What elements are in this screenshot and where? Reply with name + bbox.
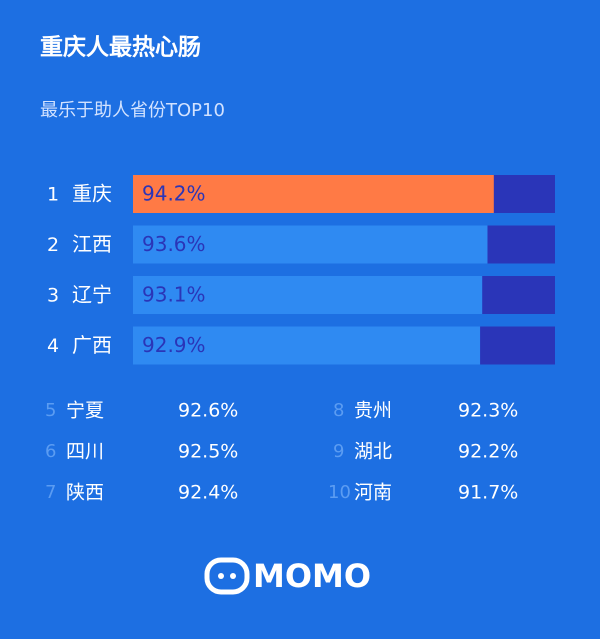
list-name: 四川 — [66, 441, 104, 463]
logo-eye — [218, 573, 224, 579]
rank: 4 — [47, 335, 59, 357]
bar — [133, 175, 494, 213]
value-label: 93.1% — [142, 283, 206, 307]
bar — [133, 276, 483, 314]
category-label: 广西 — [72, 333, 112, 357]
list-value: 91.7% — [458, 482, 518, 504]
category-label: 辽宁 — [72, 283, 112, 307]
list-value: 92.3% — [458, 400, 518, 422]
list-name: 陕西 — [66, 482, 104, 504]
category-label: 江西 — [72, 232, 112, 256]
subtitle: 最乐于助人省份TOP10 — [40, 100, 225, 121]
list-rank: 7 — [45, 482, 56, 503]
logo-eye — [230, 573, 236, 579]
logo: MOMO — [204, 557, 371, 595]
value-label: 93.6% — [142, 232, 206, 256]
list-rank: 8 — [333, 400, 344, 421]
list-value: 92.5% — [178, 441, 238, 463]
list-value: 92.6% — [178, 400, 238, 422]
list-rank: 9 — [333, 441, 344, 462]
value-label: 92.9% — [142, 333, 206, 357]
rank: 2 — [47, 234, 59, 256]
list-name: 宁夏 — [66, 400, 104, 422]
rank: 3 — [47, 285, 59, 307]
logo-icon — [204, 557, 250, 595]
list-value: 92.2% — [458, 441, 518, 463]
list-value: 92.4% — [178, 482, 238, 504]
value-label: 94.2% — [142, 182, 206, 206]
bar — [133, 225, 488, 264]
list-name: 河南 — [354, 482, 392, 504]
list-name: 湖北 — [354, 441, 392, 463]
rank: 1 — [47, 184, 59, 206]
title: 重庆人最热心肠 — [40, 34, 201, 61]
list-name: 贵州 — [354, 400, 392, 422]
list-rank: 5 — [45, 400, 56, 421]
bar — [133, 326, 481, 365]
logo-text: MOMO — [253, 557, 371, 595]
list-rank: 6 — [45, 441, 56, 462]
category-label: 重庆 — [72, 182, 112, 206]
list-rank: 10 — [328, 482, 351, 503]
